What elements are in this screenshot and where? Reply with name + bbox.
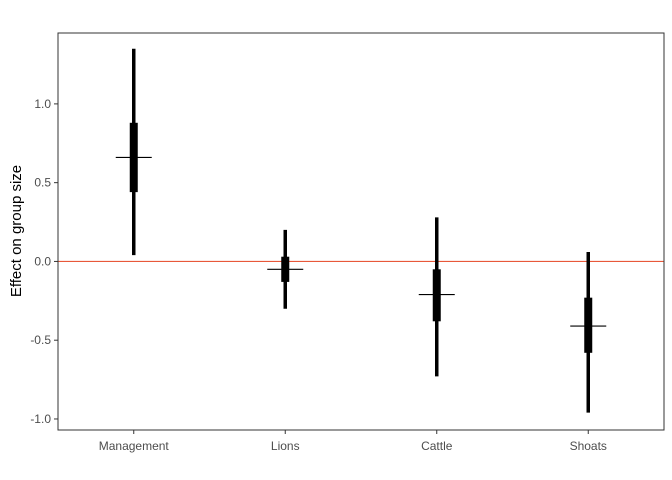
inner-interval-bar [584,297,593,353]
y-tick-label: -0.5 [30,333,51,347]
x-axis: Management Lions Cattle Shoats [99,430,607,453]
y-tick-label: 0.5 [34,176,51,190]
x-tick-label: Management [99,439,170,453]
x-tick-label: Lions [271,439,300,453]
interval-marks [115,48,607,413]
interval-group [115,48,152,256]
x-tick-label: Cattle [421,439,453,453]
y-tick-label: 1.0 [34,97,51,111]
x-tick-label: Shoats [570,439,607,453]
y-tick-label: 0.0 [34,254,51,268]
interval-group [267,229,304,309]
interval-group [570,251,607,413]
y-axis-title: Effect on group size [8,165,25,297]
panel-border [57,32,665,431]
interval-group [418,217,455,377]
y-tick-label: -1.0 [30,412,51,426]
inner-interval-bar [432,269,441,322]
y-axis: -1.0 -0.5 0.0 0.5 1.0 [30,97,58,426]
